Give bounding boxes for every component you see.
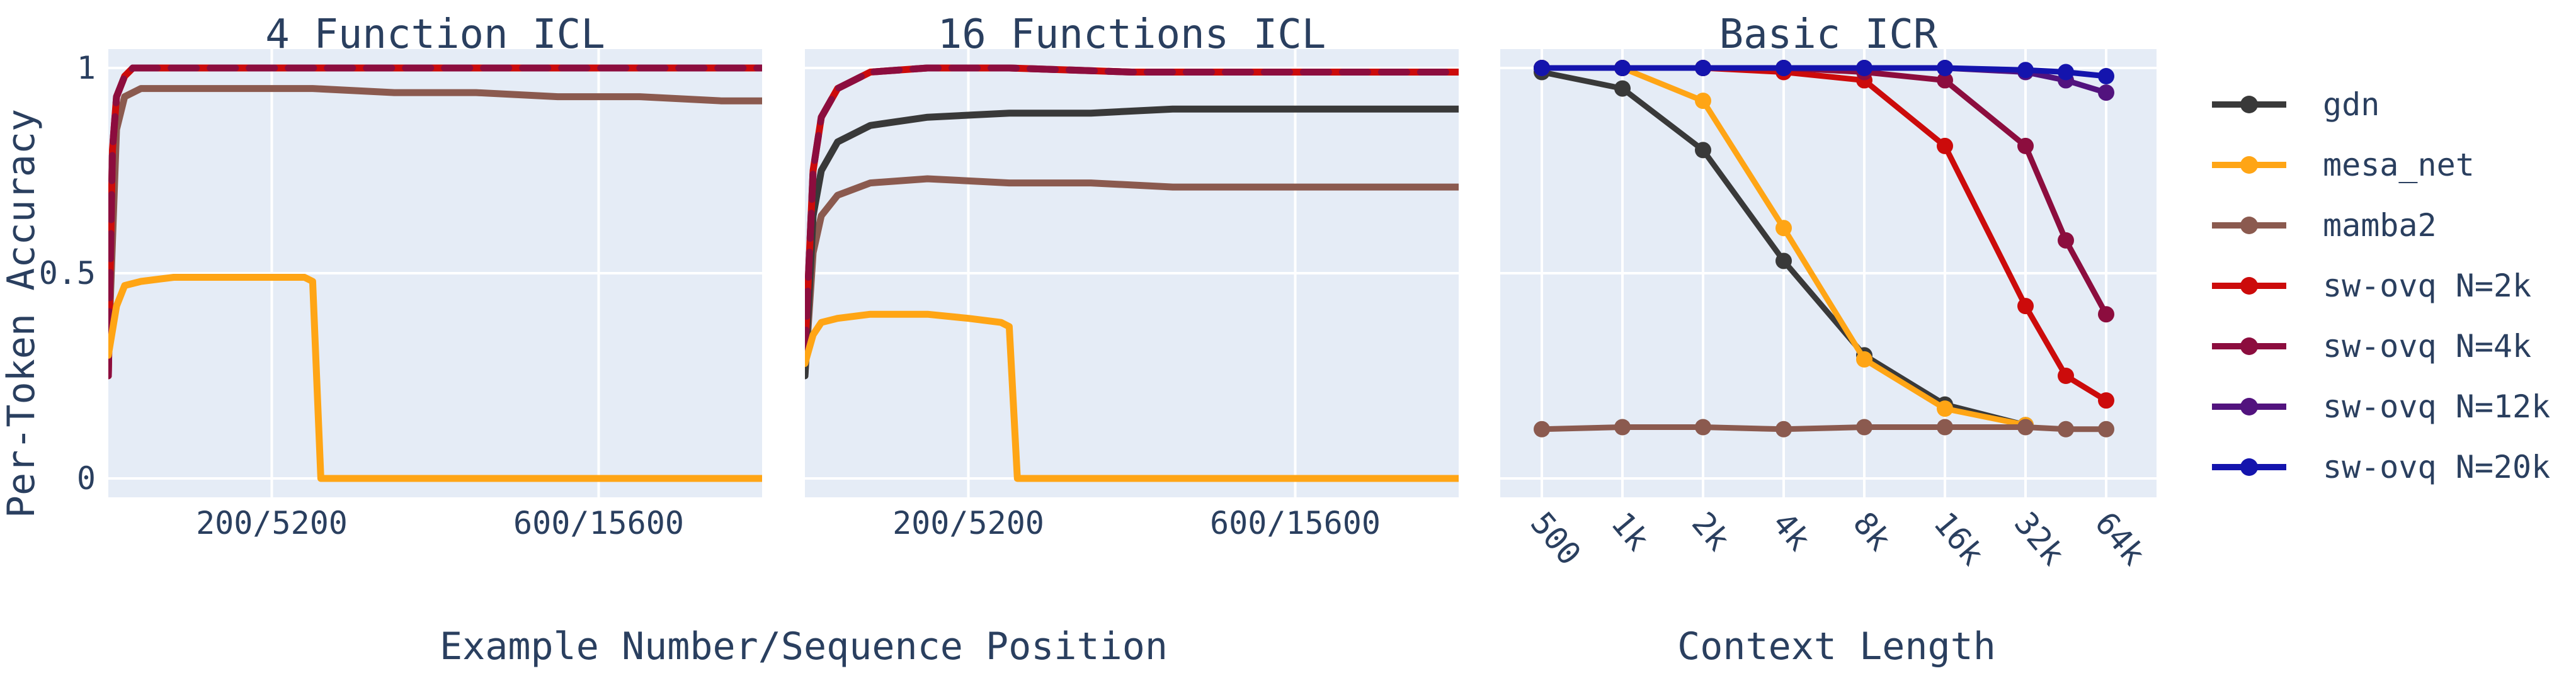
legend-label: sw-ovq N=4k bbox=[2323, 328, 2531, 364]
y-axis-title: Per-Token Accuracy bbox=[0, 109, 43, 518]
point-gdn bbox=[1695, 142, 1711, 159]
point-sw-ovq-n-20k bbox=[2017, 62, 2034, 79]
point-sw-ovq-n-2k bbox=[2058, 368, 2074, 384]
panel-title: 4 Function ICL bbox=[265, 11, 605, 58]
x-tick-label: 600/15600 bbox=[1210, 505, 1381, 541]
point-sw-ovq-n-20k bbox=[1856, 60, 1872, 76]
point-mesa-net bbox=[1775, 220, 1792, 237]
y-tick-label: 0 bbox=[77, 460, 96, 497]
point-sw-ovq-n-4k bbox=[2017, 137, 2034, 154]
legend-marker bbox=[2240, 96, 2258, 113]
point-mesa-net bbox=[1695, 93, 1711, 110]
point-sw-ovq-n-4k bbox=[2058, 232, 2074, 249]
x-tick-label: 500 bbox=[1524, 505, 1588, 572]
point-mamba2 bbox=[1534, 421, 1550, 438]
panel-4-function-icl: 200/5200 600/15600 0 0.5 1 4 Function ICL bbox=[39, 11, 762, 541]
legend-item-gdn: gdn bbox=[2212, 86, 2379, 123]
legend-label: sw-ovq N=20k bbox=[2323, 449, 2550, 485]
point-sw-ovq-n-20k bbox=[1937, 60, 1953, 76]
legend-item-mamba2: mamba2 bbox=[2212, 207, 2437, 244]
point-mesa-net bbox=[1856, 351, 1872, 368]
legend-label: mamba2 bbox=[2323, 207, 2437, 244]
x-tick-label: 600/15600 bbox=[513, 505, 684, 541]
legend-item-sw-ovq-n-12k: sw-ovq N=12k bbox=[2212, 388, 2550, 425]
x-tick-label: 200/5200 bbox=[196, 505, 348, 541]
x-tick-label: 200/5200 bbox=[892, 505, 1044, 541]
point-sw-ovq-n-4k bbox=[2098, 306, 2114, 323]
legend-marker bbox=[2240, 398, 2258, 415]
x-tick-label: 16k bbox=[1927, 505, 1991, 572]
point-gdn bbox=[1775, 252, 1792, 269]
series-line-mesa-net bbox=[805, 310, 1459, 482]
point-mamba2 bbox=[2017, 419, 2034, 436]
series-line-mesa-net bbox=[108, 274, 762, 482]
x-tick-label: 32k bbox=[2007, 505, 2072, 572]
legend-label: mesa_net bbox=[2323, 147, 2475, 183]
point-sw-ovq-n-2k bbox=[2017, 298, 2034, 315]
legend-item-mesa-net: mesa_net bbox=[2212, 147, 2475, 183]
point-mamba2 bbox=[1614, 419, 1631, 436]
legend-marker bbox=[2240, 217, 2258, 234]
legend-marker bbox=[2240, 337, 2258, 355]
legend-item-sw-ovq-n-2k: sw-ovq N=2k bbox=[2212, 268, 2531, 304]
series-line-gdn bbox=[805, 105, 1459, 380]
point-mamba2 bbox=[1695, 419, 1711, 436]
series-line-sw-ovq-n-4k bbox=[805, 64, 1459, 359]
panel-basic-icr: 500 1k 2k 4k 8k 16k 32k 64k Basic ICR bbox=[1500, 11, 2157, 572]
point-mamba2 bbox=[1775, 421, 1792, 438]
panel-title: Basic ICR bbox=[1719, 11, 1938, 58]
x-tick-label: 1k bbox=[1604, 505, 1656, 557]
point-sw-ovq-n-20k bbox=[1534, 60, 1550, 76]
x-axis-title-icl: Example Number/Sequence Position bbox=[440, 624, 1168, 669]
legend-item-sw-ovq-n-20k: sw-ovq N=20k bbox=[2212, 449, 2550, 485]
x-tick-label: 2k bbox=[1685, 505, 1737, 557]
y-tick-label: 1 bbox=[77, 50, 96, 86]
legend: gdn mesa_net mamba2 sw-ovq N=2k sw-ovq N=4k s… bbox=[2212, 86, 2550, 485]
point-sw-ovq-n-20k bbox=[1614, 60, 1631, 76]
series-group bbox=[1534, 60, 2114, 438]
series-line-mamba2 bbox=[108, 85, 762, 359]
point-sw-ovq-n-2k bbox=[2098, 392, 2114, 409]
x-tick-label: 4k bbox=[1765, 505, 1818, 557]
point-mamba2 bbox=[2058, 421, 2074, 438]
series-group bbox=[108, 64, 762, 482]
series-group bbox=[805, 64, 1459, 482]
point-sw-ovq-n-20k bbox=[2058, 64, 2074, 81]
point-sw-ovq-n-12k bbox=[2098, 84, 2114, 101]
x-tick-label: 8k bbox=[1846, 505, 1898, 557]
point-sw-ovq-n-4k bbox=[1937, 72, 1953, 89]
point-mesa-net bbox=[1937, 400, 1953, 417]
point-mamba2 bbox=[1937, 419, 1953, 436]
legend-label: sw-ovq N=2k bbox=[2323, 268, 2531, 304]
legend-item-sw-ovq-n-4k: sw-ovq N=4k bbox=[2212, 328, 2531, 364]
y-tick-label: 0.5 bbox=[39, 255, 96, 291]
legend-label: sw-ovq N=12k bbox=[2323, 388, 2550, 425]
point-mamba2 bbox=[2098, 421, 2114, 438]
point-gdn bbox=[1614, 80, 1631, 97]
point-sw-ovq-n-20k bbox=[1695, 60, 1711, 76]
point-sw-ovq-n-20k bbox=[2098, 68, 2114, 85]
legend-marker bbox=[2240, 277, 2258, 295]
x-axis-title-icr: Context Length bbox=[1677, 624, 1996, 669]
series-line-sw-ovq-n-4k bbox=[108, 64, 762, 380]
point-sw-ovq-n-2k bbox=[1937, 137, 1953, 154]
point-mamba2 bbox=[1856, 419, 1872, 436]
legend-marker bbox=[2240, 458, 2258, 476]
panel-16-functions-icl: 200/5200 600/15600 16 Functions ICL bbox=[805, 11, 1459, 541]
legend-label: gdn bbox=[2323, 86, 2379, 123]
legend-marker bbox=[2240, 156, 2258, 174]
series-line-mamba2 bbox=[805, 175, 1459, 380]
panel-title: 16 Functions ICL bbox=[938, 11, 1326, 58]
point-sw-ovq-n-20k bbox=[1775, 60, 1792, 76]
x-tick-label: 64k bbox=[2088, 505, 2152, 572]
